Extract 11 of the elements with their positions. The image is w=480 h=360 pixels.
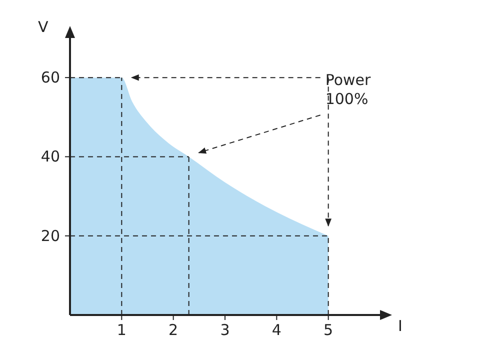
- x-tick-label: 2: [168, 321, 178, 339]
- x-tick-label: 1: [116, 321, 126, 339]
- y-tick-label: 60: [40, 68, 60, 87]
- x-tick-label: 5: [324, 321, 334, 339]
- x-axis-title: I: [398, 317, 402, 335]
- x-tick-label: 3: [220, 321, 230, 339]
- y-tick-label: 40: [40, 148, 60, 166]
- annotation: Power 100%: [325, 71, 372, 108]
- y-axis-title: V: [38, 18, 49, 36]
- y-tick-label: 20: [40, 226, 60, 245]
- x-tick-label: 4: [272, 321, 282, 339]
